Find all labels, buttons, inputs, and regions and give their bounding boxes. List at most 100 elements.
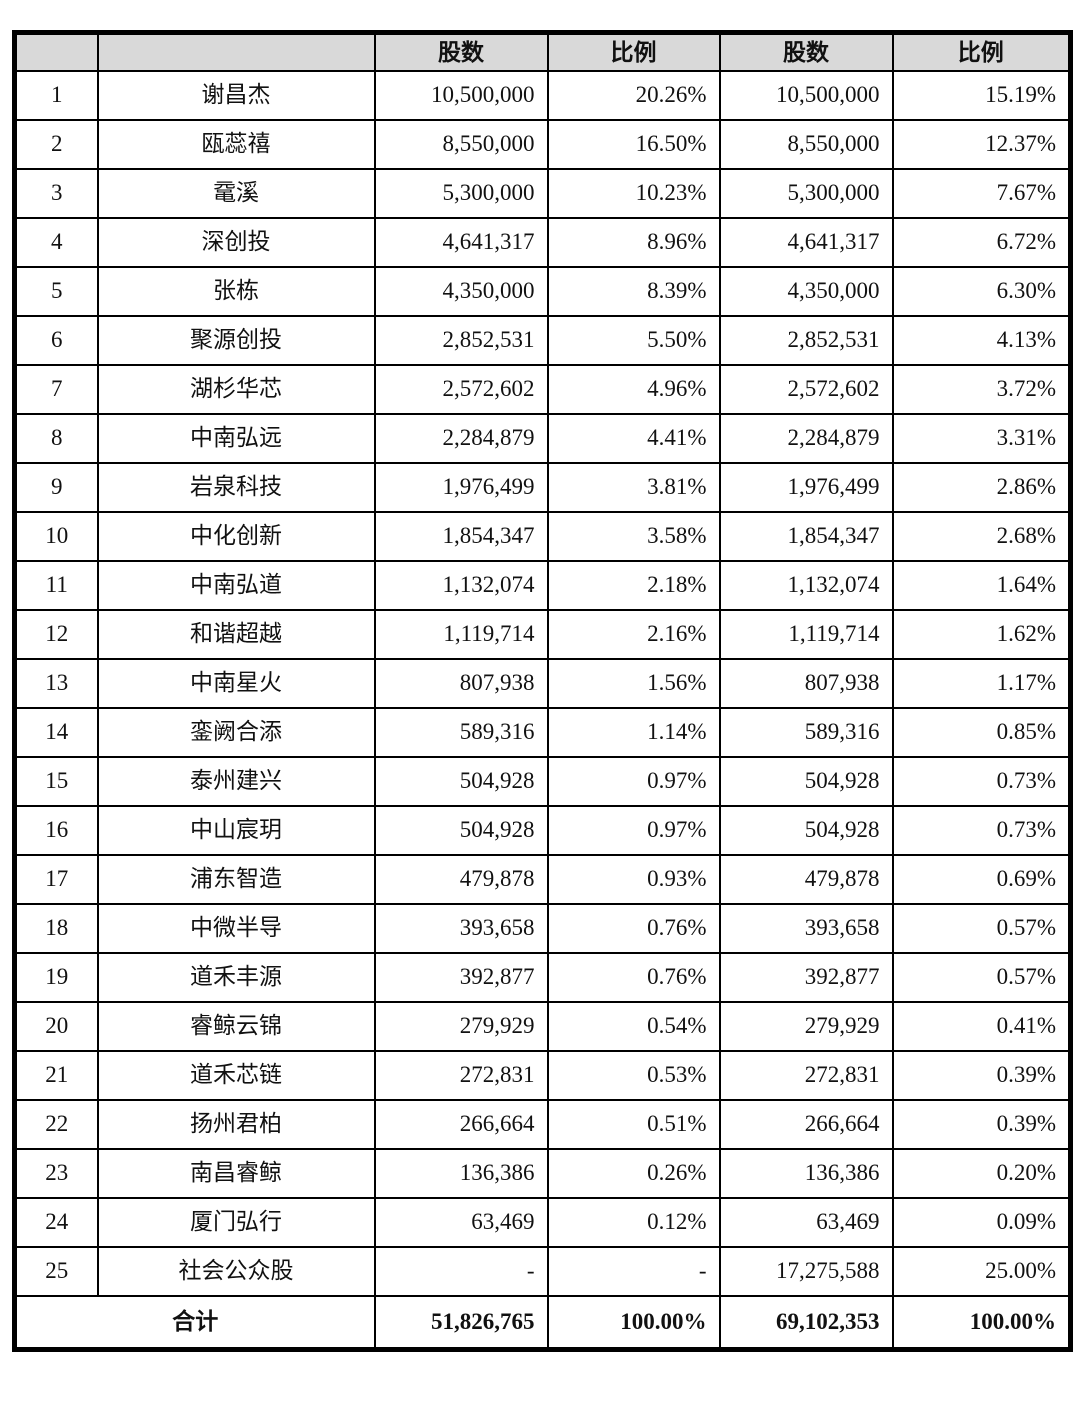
ratio-a-cell: 8.39%	[546, 265, 721, 317]
shareholder-name-cell: 岩泉科技	[96, 461, 376, 513]
ratio-b-cell: 12.37%	[891, 118, 1072, 170]
table-row: 13 中南星火 807,938 1.56% 807,938 1.17%	[13, 657, 1072, 709]
table-row: 22 扬州君柏 266,664 0.51% 266,664 0.39%	[13, 1098, 1072, 1150]
ratio-b-cell: 0.73%	[891, 755, 1072, 807]
ratio-b-cell: 25.00%	[891, 1245, 1072, 1297]
shareholder-name-cell: 厦门弘行	[96, 1196, 376, 1248]
shareholder-name-cell: 聚源创投	[96, 314, 376, 366]
row-index-cell: 3	[13, 167, 99, 219]
shares-a-cell: 63,469	[373, 1196, 549, 1248]
row-index-cell: 25	[13, 1245, 99, 1297]
shares-a-cell: 5,300,000	[373, 167, 549, 219]
shares-a-cell: 136,386	[373, 1147, 549, 1199]
row-index-cell: 19	[13, 951, 99, 1003]
shares-a-cell: 1,132,074	[373, 559, 549, 611]
shares-a-cell: 4,641,317	[373, 216, 549, 268]
shares-b-cell: 10,500,000	[718, 69, 894, 121]
shareholder-name-cell: 中化创新	[96, 510, 376, 562]
table-row: 9 岩泉科技 1,976,499 3.81% 1,976,499 2.86%	[13, 461, 1072, 513]
shares-a-cell: 2,572,602	[373, 363, 549, 415]
table-row: 3 鼋溪 5,300,000 10.23% 5,300,000 7.67%	[13, 167, 1072, 219]
shares-a-cell: 10,500,000	[373, 69, 549, 121]
ratio-a-cell: 0.76%	[546, 902, 721, 954]
shareholder-name-cell: 中山宸玥	[96, 804, 376, 856]
ratio-b-cell: 0.39%	[891, 1049, 1072, 1101]
shares-a-cell: 8,550,000	[373, 118, 549, 170]
total-shares-a-cell: 51,826,765	[373, 1294, 549, 1351]
shares-b-cell: 2,284,879	[718, 412, 894, 464]
shareholder-name-cell: 泰州建兴	[96, 755, 376, 807]
ratio-b-cell: 0.41%	[891, 1000, 1072, 1052]
ratio-b-cell: 6.30%	[891, 265, 1072, 317]
shares-b-cell: 1,132,074	[718, 559, 894, 611]
ratio-a-cell: 1.56%	[546, 657, 721, 709]
ratio-b-cell: 1.64%	[891, 559, 1072, 611]
ratio-a-cell: 0.53%	[546, 1049, 721, 1101]
ratio-b-cell: 2.68%	[891, 510, 1072, 562]
table-row: 1 谢昌杰 10,500,000 20.26% 10,500,000 15.19…	[13, 69, 1072, 121]
ratio-a-cell: -	[546, 1245, 721, 1297]
total-ratio-a-cell: 100.00%	[546, 1294, 721, 1351]
shareholder-name-cell: 銮阙合添	[96, 706, 376, 758]
shares-a-cell: 2,284,879	[373, 412, 549, 464]
table-row: 17 浦东智造 479,878 0.93% 479,878 0.69%	[13, 853, 1072, 905]
total-row: 合计 51,826,765 100.00% 69,102,353 100.00%	[13, 1294, 1072, 1351]
shares-a-cell: 272,831	[373, 1049, 549, 1101]
table-row: 10 中化创新 1,854,347 3.58% 1,854,347 2.68%	[13, 510, 1072, 562]
shareholder-name-cell: 道禾芯链	[96, 1049, 376, 1101]
ratio-b-cell: 1.17%	[891, 657, 1072, 709]
header-ratio-a: 比例	[546, 31, 721, 72]
row-index-cell: 18	[13, 902, 99, 954]
ratio-b-cell: 2.86%	[891, 461, 1072, 513]
ratio-b-cell: 0.57%	[891, 951, 1072, 1003]
shares-b-cell: 4,350,000	[718, 265, 894, 317]
row-index-cell: 5	[13, 265, 99, 317]
shares-b-cell: 4,641,317	[718, 216, 894, 268]
shares-a-cell: 504,928	[373, 804, 549, 856]
total-shares-b-cell: 69,102,353	[718, 1294, 894, 1351]
table-row: 18 中微半导 393,658 0.76% 393,658 0.57%	[13, 902, 1072, 954]
shares-b-cell: 266,664	[718, 1098, 894, 1150]
table-row: 6 聚源创投 2,852,531 5.50% 2,852,531 4.13%	[13, 314, 1072, 366]
ratio-b-cell: 0.20%	[891, 1147, 1072, 1199]
shares-b-cell: 63,469	[718, 1196, 894, 1248]
shares-b-cell: 17,275,588	[718, 1245, 894, 1297]
shares-b-cell: 589,316	[718, 706, 894, 758]
shareholder-name-cell: 睿鲸云锦	[96, 1000, 376, 1052]
header-name-cell	[96, 31, 376, 72]
shareholder-name-cell: 和谐超越	[96, 608, 376, 660]
header-ratio-b: 比例	[891, 31, 1072, 72]
shares-b-cell: 392,877	[718, 951, 894, 1003]
shares-b-cell: 136,386	[718, 1147, 894, 1199]
shares-a-cell: 279,929	[373, 1000, 549, 1052]
row-index-cell: 22	[13, 1098, 99, 1150]
table-row: 8 中南弘远 2,284,879 4.41% 2,284,879 3.31%	[13, 412, 1072, 464]
shares-a-cell: 589,316	[373, 706, 549, 758]
ratio-a-cell: 4.96%	[546, 363, 721, 415]
shareholder-name-cell: 张栋	[96, 265, 376, 317]
table-row: 25 社会公众股 - - 17,275,588 25.00%	[13, 1245, 1072, 1297]
shares-a-cell: 4,350,000	[373, 265, 549, 317]
ratio-b-cell: 7.67%	[891, 167, 1072, 219]
ratio-a-cell: 0.97%	[546, 755, 721, 807]
shareholder-name-cell: 鼋溪	[96, 167, 376, 219]
ratio-b-cell: 0.69%	[891, 853, 1072, 905]
shares-b-cell: 279,929	[718, 1000, 894, 1052]
ratio-a-cell: 10.23%	[546, 167, 721, 219]
shareholder-name-cell: 浦东智造	[96, 853, 376, 905]
row-index-cell: 1	[13, 69, 99, 121]
ratio-a-cell: 3.58%	[546, 510, 721, 562]
shareholder-name-cell: 中南弘道	[96, 559, 376, 611]
row-index-cell: 4	[13, 216, 99, 268]
ratio-b-cell: 4.13%	[891, 314, 1072, 366]
ratio-b-cell: 15.19%	[891, 69, 1072, 121]
shares-a-cell: 807,938	[373, 657, 549, 709]
ratio-b-cell: 6.72%	[891, 216, 1072, 268]
row-index-cell: 2	[13, 118, 99, 170]
shares-b-cell: 272,831	[718, 1049, 894, 1101]
header-row: 股数 比例 股数 比例	[13, 31, 1072, 72]
shares-b-cell: 393,658	[718, 902, 894, 954]
header-shares-b: 股数	[718, 31, 894, 72]
shareholder-name-cell: 深创投	[96, 216, 376, 268]
